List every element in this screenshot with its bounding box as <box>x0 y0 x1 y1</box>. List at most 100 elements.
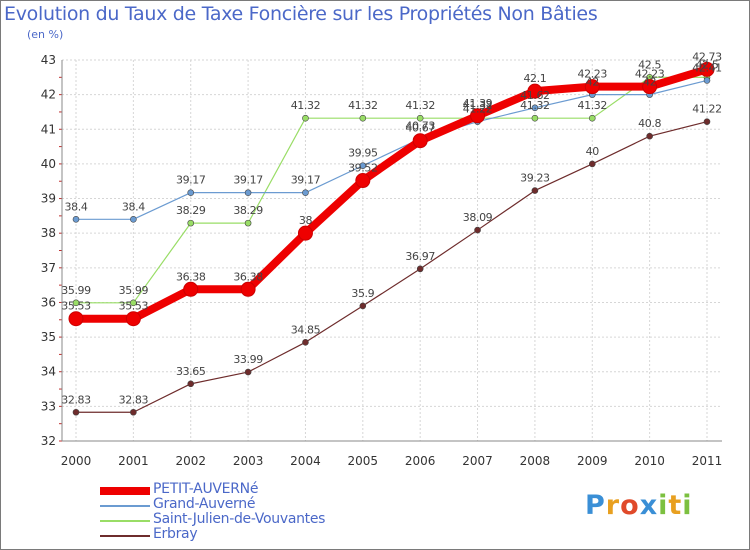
y-tick-label: 41 <box>41 122 56 136</box>
data-label: 41.22 <box>692 103 722 116</box>
data-label: 38.29 <box>176 204 206 217</box>
legend-label: Erbray <box>153 526 198 542</box>
plot-background <box>62 60 722 441</box>
x-tick-label: 2011 <box>692 454 723 468</box>
data-label: 32.83 <box>119 393 149 406</box>
data-label: 40.8 <box>638 117 661 130</box>
y-tick-label: 37 <box>41 261 56 275</box>
data-label: 41.32 <box>348 99 378 112</box>
data-label: 40.73 <box>405 120 435 133</box>
data-label: 41.32 <box>578 99 608 112</box>
legend-swatch <box>100 505 150 507</box>
y-axis-unit-label: (en %) <box>27 28 64 41</box>
data-point <box>416 114 424 122</box>
data-label: 39.17 <box>291 174 321 187</box>
data-point <box>130 216 137 223</box>
data-point <box>244 189 252 196</box>
data-label: 40.67 <box>405 122 435 135</box>
x-tick-label: 2010 <box>634 454 665 468</box>
data-point <box>302 114 309 122</box>
series-lines <box>68 61 715 416</box>
data-label: 39.95 <box>348 147 378 160</box>
data-point <box>531 114 539 122</box>
y-tick-label: 35 <box>41 330 56 344</box>
data-label: 41.32 <box>520 99 550 112</box>
data-point <box>470 108 486 124</box>
data-point <box>531 104 539 112</box>
data-label: 38.4 <box>122 200 145 213</box>
data-label: 42.23 <box>578 68 608 81</box>
data-point <box>588 114 596 122</box>
data-label: 42.5 <box>638 58 661 71</box>
series-line-2 <box>75 76 708 304</box>
data-point <box>130 408 137 416</box>
legend-label: Saint-Julien-de-Vouvantes <box>153 511 326 527</box>
data-label: 35.53 <box>119 300 149 313</box>
data-label: 41.39 <box>463 97 493 110</box>
data-point <box>474 226 481 234</box>
data-label: 40 <box>586 145 600 158</box>
legend-swatch <box>100 520 150 522</box>
data-point <box>125 311 141 327</box>
data-label: 32.83 <box>61 393 91 406</box>
data-point <box>359 114 367 122</box>
data-point <box>412 133 428 149</box>
data-point <box>187 189 195 196</box>
series-line-1 <box>75 79 708 220</box>
y-tick-label: 39 <box>41 192 56 206</box>
logo-letter: x <box>639 490 659 521</box>
data-point <box>68 311 84 327</box>
data-label: 41.22 <box>463 103 493 116</box>
data-point <box>244 368 252 376</box>
data-label: 38 <box>299 214 313 227</box>
data-label: 42.1 <box>523 72 546 85</box>
x-tick-label: 2008 <box>520 454 551 468</box>
axes: 32 33 34 35 36 37 38 39 40 41 42 43 2000 2001 2002 2003… <box>41 53 723 468</box>
y-tick-label: 43 <box>41 53 56 67</box>
data-label: 41.32 <box>405 99 435 112</box>
data-label: 33.99 <box>233 353 263 366</box>
data-point <box>699 61 715 77</box>
logo-letter: r <box>605 490 621 521</box>
chart-title: Evolution du Taux de Taxe Foncière sur l… <box>4 3 598 25</box>
data-label: 39.23 <box>520 172 550 185</box>
data-label: 42.23 <box>635 68 665 81</box>
y-tick-label: 33 <box>41 399 56 413</box>
data-point <box>187 380 195 388</box>
legend-label: Grand-Auverné <box>153 496 256 512</box>
data-label: 39.17 <box>233 174 263 187</box>
legend-swatch <box>100 487 150 495</box>
x-tick-label: 2001 <box>118 454 149 468</box>
data-point <box>355 173 371 189</box>
data-label: 36.97 <box>405 250 435 263</box>
legend-swatch <box>100 535 150 537</box>
data-label: 41.32 <box>291 99 321 112</box>
data-point <box>72 408 80 416</box>
y-tick-label: 32 <box>41 434 56 448</box>
data-label: 35.99 <box>119 284 149 297</box>
x-tick-label: 2006 <box>405 454 436 468</box>
data-label: 35.99 <box>61 284 91 297</box>
data-point <box>588 160 596 168</box>
data-point <box>531 187 539 194</box>
data-point <box>72 299 80 307</box>
data-point <box>302 189 309 196</box>
data-label: 34.85 <box>291 323 321 336</box>
data-label: 42.73 <box>692 50 722 63</box>
x-tick-label: 2000 <box>61 454 92 468</box>
data-point <box>703 77 711 84</box>
x-tick-label: 2003 <box>233 454 264 468</box>
x-tick-label: 2004 <box>290 454 321 468</box>
data-label: 42.5 <box>696 58 719 71</box>
data-point <box>359 162 367 169</box>
data-point <box>584 79 600 95</box>
data-label: 38.09 <box>463 211 493 224</box>
data-label: 39.17 <box>176 174 206 187</box>
data-label: 41.62 <box>520 89 550 102</box>
data-label: 38.4 <box>65 200 88 213</box>
y-tick-label: 38 <box>41 226 56 240</box>
data-point <box>240 281 256 297</box>
x-tick-label: 2009 <box>577 454 608 468</box>
data-point <box>359 302 367 310</box>
